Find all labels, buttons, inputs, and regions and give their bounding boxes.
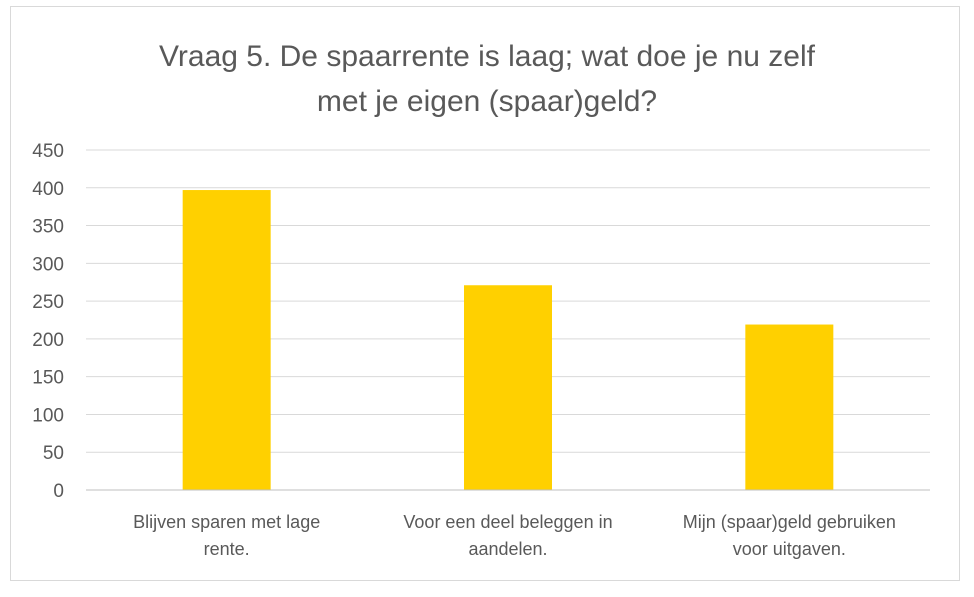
y-tick-label: 100 [32, 405, 64, 426]
x-tick-label: Mijn (spaar)geld gebruiken [683, 512, 896, 532]
y-tick-label: 450 [32, 141, 64, 162]
x-tick-label: rente. [204, 539, 250, 559]
y-tick-label: 400 [32, 179, 64, 200]
y-tick-label: 250 [32, 292, 64, 313]
y-tick-label: 300 [32, 254, 64, 275]
chart-title: Vraag 5. De spaarrente is laag; wat doe … [0, 34, 974, 124]
y-tick-label: 200 [32, 330, 64, 351]
x-tick-label: Voor een deel beleggen in [403, 512, 612, 532]
y-tick-label: 150 [32, 368, 64, 389]
bar [745, 324, 834, 490]
bar [464, 285, 552, 490]
bar [182, 190, 271, 491]
chart-title-line-2: met je eigen (spaar)geld? [316, 85, 658, 118]
y-tick-label: 350 [32, 217, 64, 238]
x-tick-label: aandelen. [468, 539, 547, 559]
x-tick-label: Blijven sparen met lage [133, 512, 320, 532]
x-tick-label: voor uitgaven. [733, 539, 846, 559]
chart-title-line-1: Vraag 5. De spaarrente is laag; wat doe … [159, 40, 815, 73]
y-tick-label: 50 [43, 443, 64, 464]
y-tick-label: 0 [53, 481, 64, 502]
